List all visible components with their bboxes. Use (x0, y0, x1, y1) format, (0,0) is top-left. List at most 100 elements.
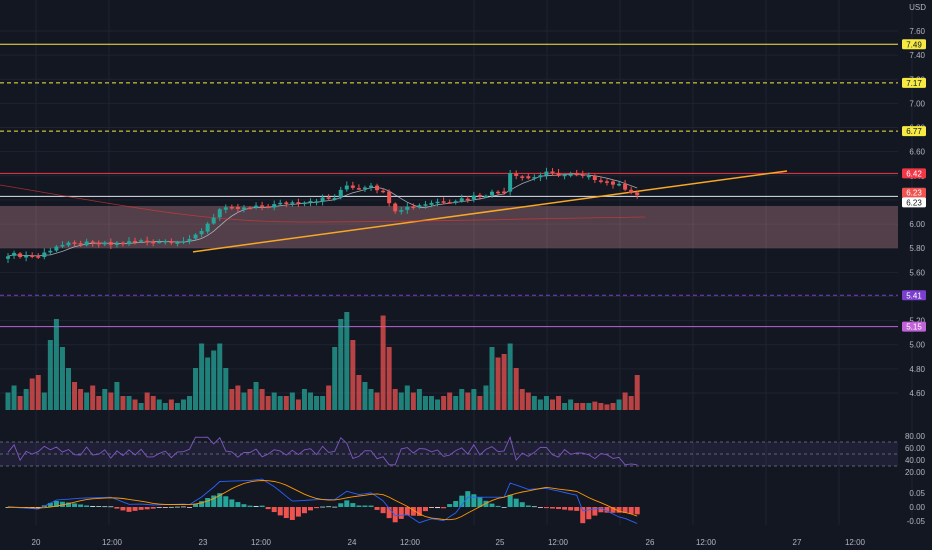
candle-body (477, 194, 482, 197)
volume-bar (138, 403, 144, 410)
trendline[interactable] (192, 170, 788, 253)
time-tick-label: 12:00 (548, 538, 569, 547)
candle-body (471, 195, 476, 200)
macd-histogram-bar (47, 502, 53, 507)
rsi-band (0, 442, 898, 466)
price-tags: 7.49 7.17 6.77 6.42 6.236.23 5.41 5.15 (902, 39, 926, 332)
macd-histogram-bar (96, 506, 102, 507)
macd-histogram-bar (102, 506, 108, 508)
price-tick-label: 5.00 (909, 341, 925, 350)
candle-body (302, 202, 307, 205)
candle-body (502, 191, 507, 194)
volume-bar (187, 396, 192, 410)
price-tick-label: 7.60 (909, 27, 925, 36)
macd-histogram-bar (259, 505, 265, 507)
macd-histogram-bar (66, 502, 71, 507)
volume-bar (459, 389, 465, 410)
volume-bar (180, 399, 186, 410)
time-tick-label: 26 (646, 538, 655, 547)
candle-body (18, 253, 23, 258)
macd-histogram-bar (429, 507, 434, 508)
candle-body (635, 192, 640, 196)
time-tick-label: 12:00 (102, 538, 123, 547)
price-tick-label: 5.60 (909, 268, 925, 277)
volume-bar (150, 396, 156, 410)
volume-bar (289, 392, 295, 410)
candle-body (241, 207, 246, 210)
volume-bar (162, 403, 168, 410)
candle-body (133, 240, 138, 243)
candle-body (532, 177, 537, 179)
volume-bar (628, 396, 634, 410)
macd-histogram-bar (598, 507, 604, 513)
macd-histogram-bar (344, 500, 350, 507)
volume-bar (320, 396, 326, 410)
volume-bar (453, 396, 459, 410)
candle-body (604, 181, 609, 183)
volume-bar (332, 347, 338, 410)
candle-body (441, 201, 446, 203)
volume-bar (96, 396, 102, 410)
volume-bar (362, 382, 368, 410)
macd-histogram-bar (187, 507, 192, 508)
macd-histogram-bar (295, 507, 301, 517)
candle-body (465, 198, 470, 201)
candle-body (538, 175, 543, 178)
macd-histogram-bar (138, 507, 144, 510)
macd-histogram-bar (422, 507, 428, 512)
volume-bar (380, 315, 386, 410)
macd-histogram-bar (386, 507, 392, 519)
candle-body (169, 241, 174, 244)
macd-histogram-bar (489, 503, 495, 507)
candle-body (520, 176, 525, 178)
macd-histogram-bar (610, 507, 616, 513)
rsi-tick-label: 80.00 (905, 432, 926, 441)
price-tag: 6.77 (902, 126, 926, 137)
candle-body (350, 185, 355, 188)
candle-body (623, 183, 628, 190)
macd-histogram-bar (114, 507, 120, 509)
candle-body (326, 197, 331, 199)
candle-body (284, 202, 289, 205)
price-tag-background (902, 197, 926, 208)
price-tag-label: 6.23 (906, 189, 922, 198)
candle-body (78, 243, 83, 245)
candle-body (629, 189, 634, 193)
macd-tick-label: 0.00 (909, 503, 925, 512)
volume-bar (531, 396, 537, 410)
price-tag-background (902, 126, 926, 137)
macd-histogram-bar (283, 507, 289, 519)
time-tick-label: 12:00 (696, 538, 717, 547)
volume-bar (574, 403, 580, 410)
support-zone-band (0, 205, 898, 249)
macd-histogram-bar (332, 506, 338, 508)
volume-bar (72, 382, 78, 410)
candle-body (362, 187, 367, 189)
time-tick-label: 12:00 (845, 538, 866, 547)
volume-bar (308, 392, 313, 410)
price-tag: 5.15 (902, 321, 926, 332)
candle-body (193, 234, 198, 239)
macd-histogram-bar (501, 507, 507, 508)
grid-lines (0, 0, 913, 525)
candle-body (24, 255, 29, 258)
volume-bar (604, 404, 610, 410)
horizontal-levels (0, 43, 898, 328)
volume-bar (568, 399, 574, 410)
price-tick-label: 7.40 (909, 51, 925, 60)
macd-histogram-bar (162, 507, 168, 508)
time-axis[interactable]: 20 12:00 23 12:00 24 12:00 25 12:00 26 12:00 27 12:… (32, 538, 866, 547)
macd-histogram-bar (543, 507, 549, 509)
macd-histogram-bar (78, 504, 84, 507)
candle-body (308, 201, 313, 203)
candle-body (598, 180, 603, 182)
volume-bar (507, 343, 513, 410)
candle-body (447, 202, 452, 204)
macd-histogram-bar (416, 507, 422, 516)
price-tag: 7.49 (902, 39, 926, 50)
macd-histogram-bar (168, 506, 174, 508)
macd-histogram-bar (120, 507, 126, 511)
macd-histogram-bar (568, 507, 574, 511)
volume-bar (211, 350, 217, 410)
